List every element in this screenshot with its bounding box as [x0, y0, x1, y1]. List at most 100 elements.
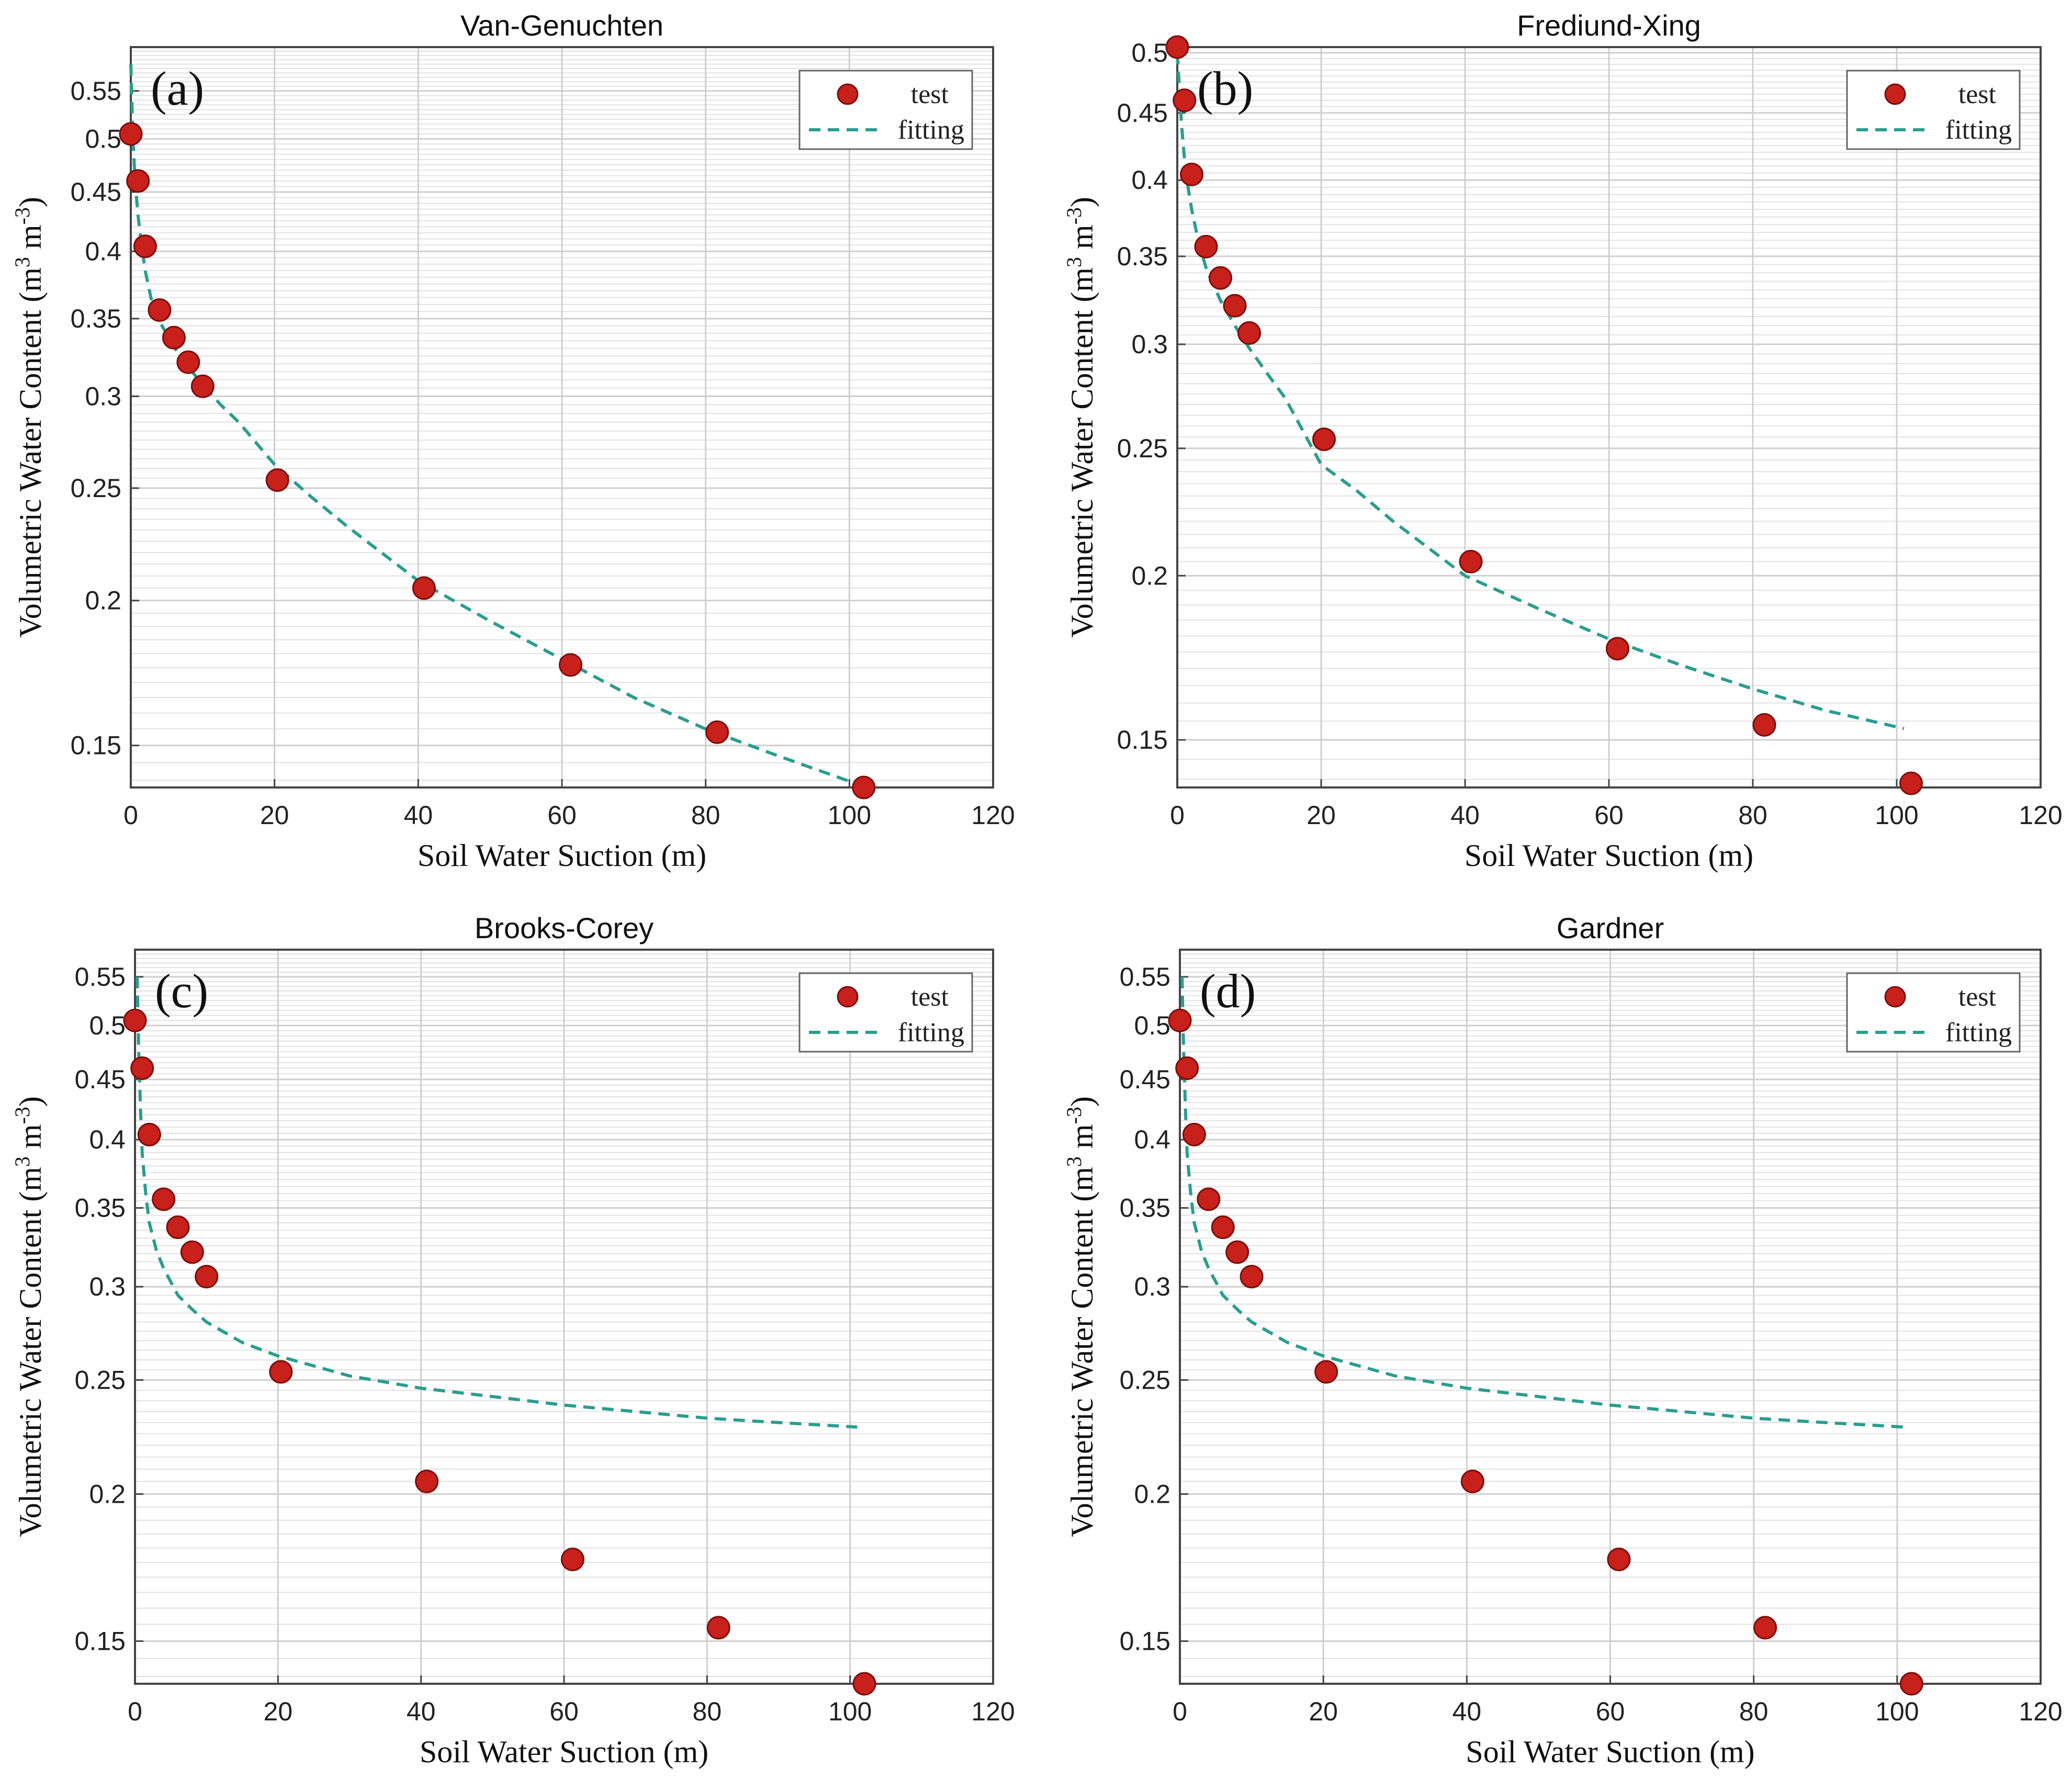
y-tick-label: 0.5	[85, 125, 121, 154]
legend-test-marker	[837, 83, 859, 105]
y-axis-label-part: m	[1065, 1124, 1099, 1156]
y-tick-label: 0.2	[85, 586, 121, 615]
y-axis-label-part: -3	[1062, 207, 1086, 224]
test-data-point	[1168, 1008, 1192, 1032]
panel-label: (d)	[1200, 964, 1256, 1018]
fitting-curve	[1176, 52, 1905, 730]
y-tick-label: 0.3	[85, 381, 121, 411]
legend-test-marker	[1884, 83, 1906, 105]
y-axis-label-part: 3	[1062, 1156, 1086, 1167]
y-axis-label-part: )	[13, 197, 48, 207]
test-data-point	[1460, 1469, 1484, 1493]
y-tick-label: 0.45	[1117, 98, 1168, 128]
x-tick-label: 20	[1309, 1697, 1338, 1726]
test-data-point	[1899, 1672, 1923, 1696]
test-data-point	[265, 468, 289, 492]
x-tick-label: 100	[828, 1697, 872, 1726]
legend-fitting-label: fitting	[1945, 1018, 2012, 1048]
test-data-point	[1209, 266, 1232, 290]
legend-box	[798, 70, 973, 150]
test-data-point	[415, 1469, 439, 1493]
legend-test-marker	[837, 986, 859, 1008]
chart-title: Frediund-Xing	[1517, 9, 1701, 42]
y-tick-label: 0.55	[71, 76, 121, 106]
legend: test fitting	[1846, 70, 2021, 150]
test-data-point	[1237, 321, 1261, 345]
y-tick-label: 0.2	[1134, 1479, 1170, 1508]
x-tick-label: 80	[691, 801, 720, 830]
test-data-point	[1606, 637, 1629, 661]
y-tick-label: 0.25	[71, 474, 121, 503]
x-tick-label: 0	[128, 1697, 142, 1726]
y-tick-label: 0.45	[71, 177, 121, 207]
y-tick-label: 0.25	[1117, 434, 1168, 463]
y-tick-label: 0.4	[1134, 1125, 1170, 1154]
legend-test-label: test	[911, 80, 949, 109]
y-tick-label: 0.35	[71, 304, 121, 333]
x-tick-label: 120	[2019, 1697, 2062, 1726]
x-tick-label: 100	[1875, 1697, 1919, 1726]
test-data-point	[1223, 294, 1247, 318]
y-tick-label: 0.45	[1120, 1065, 1170, 1094]
y-tick-label: 0.3	[1134, 1272, 1170, 1301]
x-tick-label: 0	[1173, 1697, 1187, 1726]
y-tick-label: 0.35	[1117, 242, 1168, 271]
x-tick-label: 20	[1307, 801, 1336, 830]
x-tick-label: 60	[547, 801, 577, 830]
x-axis-label: Soil Water Suction (m)	[1465, 838, 1753, 873]
test-data-point	[148, 298, 172, 322]
legend-fitting-label: fitting	[898, 115, 964, 145]
legend: test fitting	[798, 70, 973, 150]
chart-title: Gardner	[1557, 911, 1664, 944]
x-tick-label: 100	[1875, 801, 1918, 830]
y-axis-label-part: m	[13, 1124, 48, 1156]
test-data-point	[1180, 162, 1203, 186]
legend-test-marker	[1884, 986, 1906, 1008]
y-tick-label: 0.15	[1117, 725, 1168, 755]
panel-4: 0.15 0.2 0.25 0.3 0.35 0.4 0.45 0.5 0.55 0 20 40 60 8…	[1062, 911, 2063, 1769]
grid	[1179, 949, 2042, 1684]
test-data-point	[166, 1215, 190, 1240]
y-axis-label-part: -3	[1062, 1107, 1086, 1124]
test-data-point	[1607, 1547, 1631, 1571]
fitting-curve	[136, 976, 858, 1429]
x-tick-label: 0	[1170, 801, 1185, 830]
test-data-point	[852, 1672, 876, 1696]
y-axis-label-part: m	[13, 224, 48, 257]
y-tick-label: 0.35	[1120, 1193, 1170, 1223]
y-tick-label: 0.5	[1134, 1011, 1170, 1040]
test-data-point	[152, 1187, 176, 1211]
test-data-point	[180, 1240, 204, 1264]
panel-label: (b)	[1197, 62, 1253, 115]
y-axis-label-part: -3	[10, 1107, 34, 1124]
test-data-point	[269, 1360, 293, 1384]
x-tick-label: 100	[828, 801, 871, 830]
y-tick-label: 0.5	[1131, 38, 1168, 67]
y-tick-label: 0.35	[75, 1193, 126, 1223]
test-data-point	[130, 1056, 154, 1080]
y-axis-label-part: Volumetric Water Content (m	[13, 1167, 48, 1537]
y-axis-label-part: Volumetric Water Content (m	[13, 267, 48, 638]
y-axis-label-part: )	[13, 1096, 48, 1107]
test-data-point	[123, 1008, 147, 1032]
test-data-point	[1194, 234, 1218, 258]
panel-3: 0.15 0.2 0.25 0.3 0.35 0.4 0.45 0.5 0.55 0 20 40 60 8…	[10, 911, 1015, 1769]
y-axis-label-part: Volumetric Water Content (m	[1065, 267, 1099, 638]
x-tick-label: 120	[971, 1697, 1015, 1726]
test-data-point	[126, 169, 150, 193]
y-axis-label-part: 3	[1062, 257, 1086, 267]
test-data-point	[1240, 1265, 1264, 1289]
y-axis-label-part: 3	[10, 1156, 34, 1167]
legend-box	[1846, 70, 2021, 150]
y-tick-label: 0.4	[85, 237, 121, 266]
test-data-point	[560, 1547, 584, 1571]
panel-2: 0.15 0.2 0.25 0.3 0.35 0.4 0.45 0.5 0 20 40 60 80 100…	[1062, 9, 2063, 873]
test-data-point	[1175, 1056, 1199, 1080]
panel-label: (c)	[155, 964, 208, 1018]
y-tick-label: 0.15	[1120, 1627, 1170, 1656]
y-tick-label: 0.45	[75, 1065, 126, 1094]
y-tick-label: 0.4	[89, 1125, 126, 1154]
y-axis-label-part: )	[1065, 1096, 1099, 1107]
y-tick-label: 0.3	[89, 1272, 126, 1301]
